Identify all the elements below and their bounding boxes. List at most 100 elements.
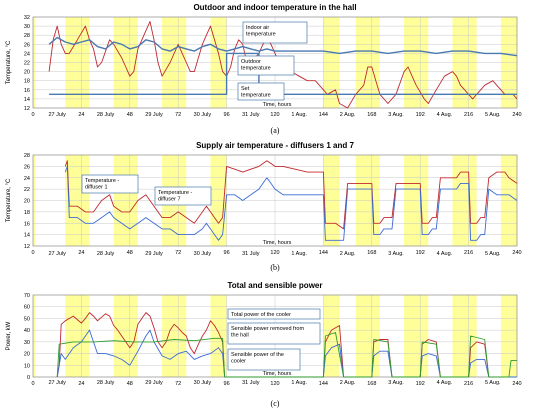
y-tick-label: 60	[24, 305, 30, 311]
date-label: 31 July	[242, 112, 260, 118]
x-tick-label: 240	[512, 381, 521, 387]
x-tick-label: 216	[464, 381, 473, 387]
chart-title: Total and sensible power	[228, 281, 323, 290]
date-label: 2 Aug.	[340, 251, 356, 257]
date-label: 27 July	[48, 251, 66, 257]
y-axis-label: Temperature, °C	[6, 40, 12, 84]
x-tick-label: 72	[175, 250, 181, 256]
date-label: 31 July	[242, 380, 260, 386]
date-label: 4 Aug.	[437, 112, 453, 118]
x-axis-label: Time, hours	[263, 240, 292, 246]
y-tick-label: 12	[24, 244, 30, 250]
x-tick-label: 24	[78, 250, 84, 256]
day-band	[452, 295, 477, 377]
y-tick-label: 26	[24, 42, 30, 48]
y-tick-label: 16	[24, 88, 30, 94]
y-tick-label: 30	[24, 24, 30, 30]
y-tick-label: 24	[24, 176, 30, 182]
x-tick-label: 192	[416, 112, 425, 118]
date-label: 5 Aug.	[485, 380, 501, 386]
plot-frame	[32, 16, 518, 109]
date-label: 30 July	[194, 251, 212, 257]
x-tick-label: 144	[319, 112, 328, 118]
date-label: 28 July	[97, 112, 115, 118]
x-tick-label: 216	[464, 250, 473, 256]
date-label: 29 July	[145, 380, 163, 386]
x-tick-label: 0	[31, 381, 34, 387]
date-label: 30 July	[194, 380, 212, 386]
x-tick-label: 144	[319, 381, 328, 387]
series-line	[48, 36, 518, 57]
date-label: 3 Aug.	[388, 112, 404, 118]
x-tick-label: 24	[78, 112, 84, 118]
x-tick-label: 24	[78, 381, 84, 387]
date-label: 3 Aug.	[388, 251, 404, 257]
x-tick-label: 48	[127, 112, 133, 118]
y-tick-label: 24	[24, 51, 30, 57]
x-tick-label: 216	[464, 112, 473, 118]
y-tick-label: 10	[24, 363, 30, 369]
y-axis-label: Temperature, °C	[6, 178, 12, 222]
annotation-text: Sensible power of the	[231, 352, 284, 358]
date-label: 28 July	[97, 251, 115, 257]
chart-title: Outdoor and indoor temperature in the ha…	[193, 3, 356, 12]
day-band	[500, 295, 517, 377]
y-tick-label: 50	[24, 316, 30, 322]
y-tick-label: 16	[24, 221, 30, 227]
day-band	[404, 295, 429, 377]
x-tick-label: 72	[175, 381, 181, 387]
day-band	[323, 295, 340, 377]
y-tick-label: 18	[24, 79, 30, 85]
x-tick-label: 168	[367, 381, 376, 387]
date-label: 3 Aug.	[388, 380, 404, 386]
annotation-text: Set	[241, 86, 250, 92]
date-label: 2 Aug.	[340, 380, 356, 386]
x-tick-label: 48	[127, 381, 133, 387]
y-tick-label: 14	[24, 97, 30, 103]
series-line	[64, 160, 518, 230]
annotation-text: the hall	[231, 333, 249, 339]
y-tick-label: 20	[24, 70, 30, 76]
annotation-text: Temperature -	[85, 178, 119, 184]
annotation-box	[242, 21, 308, 44]
y-axis-label: Power, kW	[6, 321, 12, 350]
panel-label: (a)	[271, 126, 280, 135]
panel-label: (c)	[271, 399, 280, 408]
date-label: 30 July	[194, 112, 212, 118]
annotation-box	[227, 308, 321, 320]
y-tick-label: 32	[24, 15, 30, 21]
y-tick-label: 28	[24, 33, 30, 39]
series-line	[56, 332, 517, 378]
annotation-text: Sensible power removed from	[231, 326, 304, 332]
x-tick-label: 192	[416, 381, 425, 387]
y-tick-label: 20	[24, 352, 30, 358]
annotation-box	[237, 55, 295, 76]
day-band	[355, 295, 380, 377]
y-tick-label: 0	[27, 375, 30, 381]
x-tick-label: 96	[224, 112, 230, 118]
x-tick-label: 120	[270, 381, 279, 387]
annotation-text: temperature	[241, 93, 271, 99]
x-axis-label: Time, hours	[263, 102, 292, 108]
annotation-text: diffuser 7	[158, 197, 181, 203]
annotation: Total power of the cooler	[227, 308, 321, 320]
y-tick-label: 28	[24, 153, 30, 159]
annotation-text: temperature	[241, 66, 271, 72]
x-tick-label: 0	[31, 250, 34, 256]
y-tick-label: 18	[24, 210, 30, 216]
y-tick-label: 12	[24, 106, 30, 112]
day-band	[162, 295, 187, 377]
y-tick-label: 70	[24, 293, 30, 299]
annotation-text: Temperature -	[158, 190, 192, 196]
x-tick-label: 168	[367, 112, 376, 118]
chart-panel-1: Supply air temperature - diffusers 1 and…	[6, 141, 522, 272]
x-tick-label: 96	[224, 381, 230, 387]
annotation-box	[227, 348, 301, 371]
annotation-box	[81, 174, 139, 194]
x-tick-label: 96	[224, 250, 230, 256]
date-label: 2 Aug.	[340, 112, 356, 118]
chart-panel-0: Outdoor and indoor temperature in the ha…	[6, 3, 522, 135]
date-label: 1 Aug.	[291, 251, 307, 257]
